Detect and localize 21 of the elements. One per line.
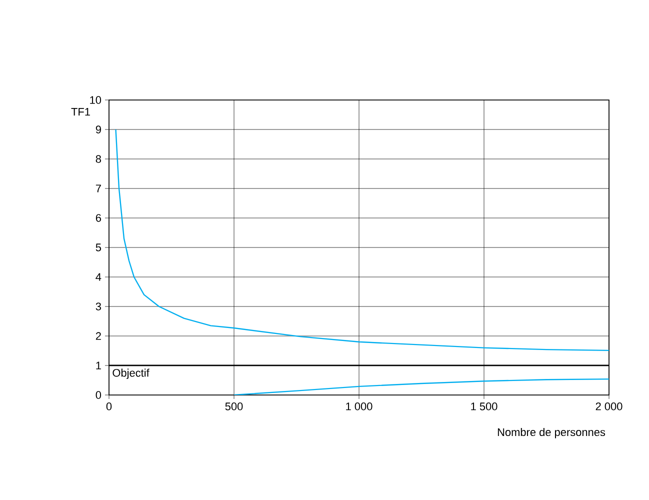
y-tick-label: 1	[96, 362, 101, 370]
y-tick-label: 7	[96, 184, 101, 192]
y-tick-label: 0	[96, 391, 102, 399]
x-tick-label: 1 500	[471, 402, 498, 410]
x-tick-label: 500	[225, 402, 243, 410]
y-tick-label: 6	[96, 214, 101, 222]
y-tick-label: 5	[96, 244, 102, 252]
y-tick-label: 2	[96, 332, 101, 340]
y-tick-label: 8	[96, 155, 101, 163]
line-series	[233, 378, 610, 395]
y-tick-label: 4	[96, 273, 102, 281]
y-axis-title: TF1	[71, 108, 90, 116]
y-tick-label: 3	[96, 302, 101, 310]
line-series	[115, 128, 610, 352]
y-tick-label: 10	[90, 96, 102, 104]
x-axis-title: Nombre de personnes	[498, 428, 606, 438]
x-tick-label: 2 000	[596, 402, 622, 410]
y-tick-label: 9	[96, 126, 101, 134]
x-tick-label: 1 000	[346, 402, 372, 410]
ref-line-label: Objectif	[112, 368, 150, 379]
x-tick-label: 0	[106, 402, 112, 410]
